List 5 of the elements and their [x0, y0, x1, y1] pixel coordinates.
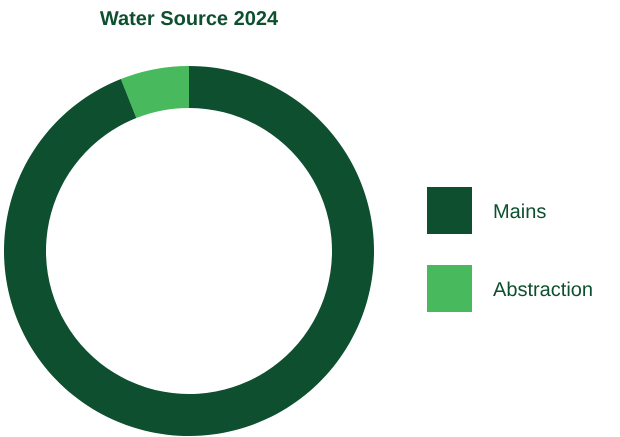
donut-slice	[120, 66, 189, 118]
donut-slice	[4, 66, 374, 436]
legend-label: Abstraction	[493, 279, 594, 301]
chart-title: Water Source 2024	[100, 8, 279, 30]
legend-label: Mains	[493, 201, 546, 223]
